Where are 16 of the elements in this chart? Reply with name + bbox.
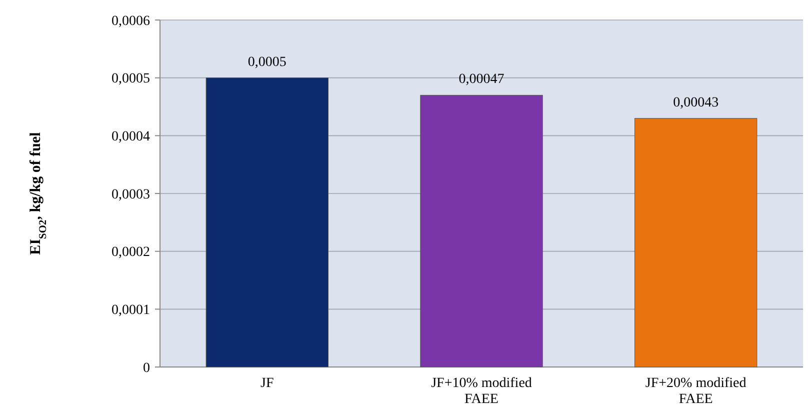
y-tick-label: 0,0002 [112,245,150,260]
x-tick-label: JF+10% modified FAEE [431,376,532,407]
data-label: 0,00047 [458,72,504,88]
y-tick-label: 0,0001 [112,303,150,318]
y-tick-label: 0,0003 [112,187,150,202]
bar [206,78,328,368]
y-tick-label: 0 [143,360,150,376]
data-label: 0,00043 [673,95,719,110]
data-label: 0,0005 [248,54,286,70]
y-tick-label: 0,0005 [112,72,150,87]
y-tick-label: 0,0006 [112,14,150,29]
y-tick-label: 0,0004 [112,130,150,145]
x-tick-label: JF+20% modified FAEE [645,376,746,407]
bar [634,118,758,368]
x-tick-label: JF [260,376,274,391]
bar [420,94,543,368]
